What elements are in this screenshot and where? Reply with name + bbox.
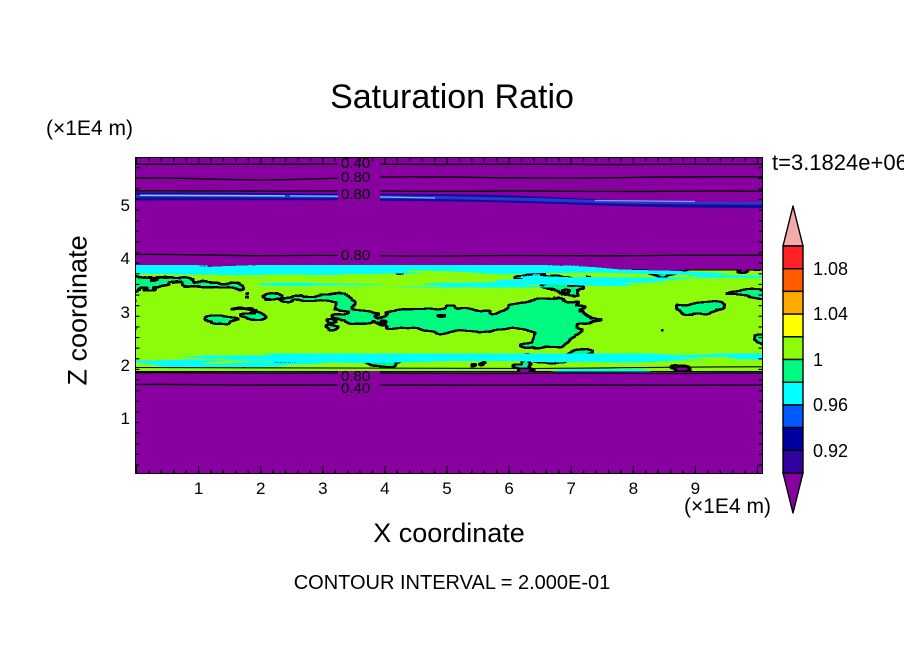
svg-text:0.80: 0.80	[341, 169, 370, 186]
svg-text:1.08: 1.08	[813, 259, 848, 279]
svg-text:0.80: 0.80	[341, 186, 370, 203]
svg-text:1.04: 1.04	[813, 304, 848, 324]
svg-text:0.40: 0.40	[341, 380, 370, 397]
svg-text:0.80: 0.80	[341, 247, 370, 264]
svg-text:0.92: 0.92	[813, 441, 848, 461]
svg-text:0.96: 0.96	[813, 395, 848, 415]
svg-text:1: 1	[813, 350, 823, 370]
